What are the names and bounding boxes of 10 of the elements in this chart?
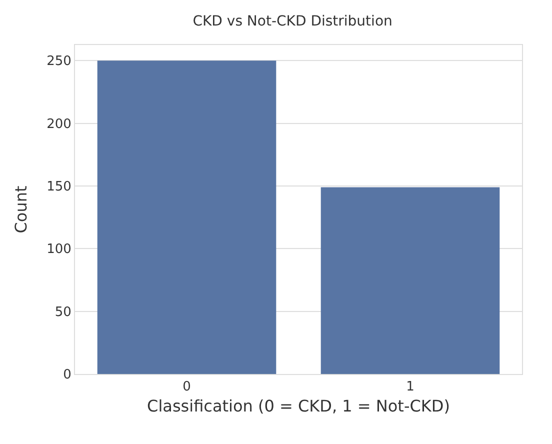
chart-title: CKD vs Not-CKD Distribution <box>192 13 392 30</box>
y-tick-label: 0 <box>63 368 72 383</box>
y-tick-label: 150 <box>46 180 72 195</box>
x-axis-title: Classification (0 = CKD, 1 = Not-CKD) <box>147 396 450 416</box>
x-tick-label: 1 <box>406 380 414 395</box>
y-axis-title: Count <box>11 186 30 234</box>
y-tick-label: 50 <box>54 304 72 320</box>
y-tick-label: 250 <box>46 54 72 70</box>
y-tick-label: 100 <box>46 242 72 258</box>
y-tick-label: 200 <box>46 116 72 132</box>
